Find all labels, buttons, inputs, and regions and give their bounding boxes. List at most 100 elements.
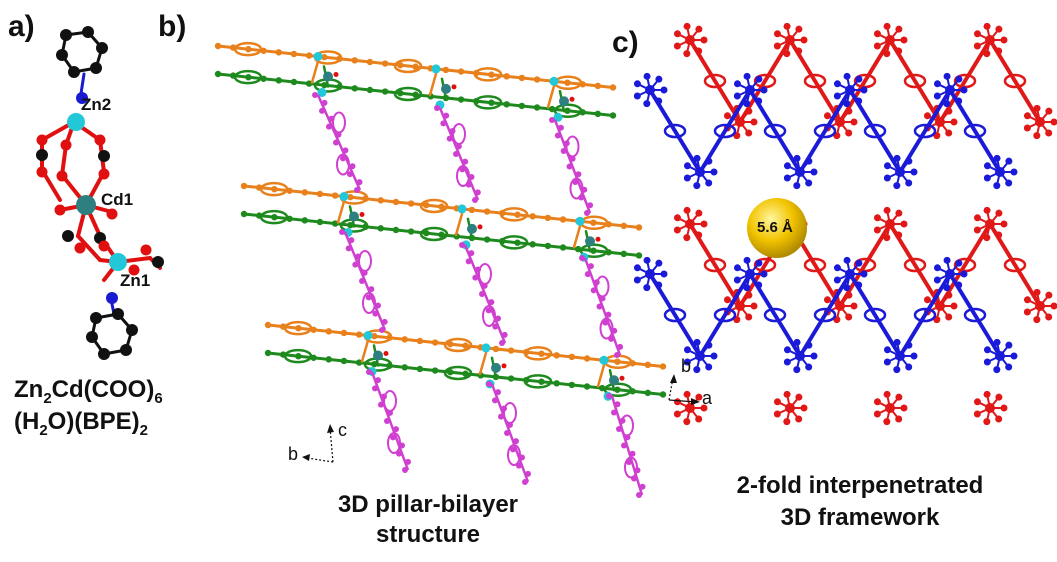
carbon-atom <box>36 149 48 161</box>
ligand-ring <box>419 226 449 242</box>
layer-atom <box>518 102 526 110</box>
net-node <box>945 269 955 279</box>
net-node <box>645 269 655 279</box>
pillar-atom <box>499 340 505 346</box>
cd-node <box>441 83 451 94</box>
panel-b-axis-b: b <box>288 444 299 464</box>
zn1-atom <box>109 253 127 271</box>
layer-atom <box>325 328 332 335</box>
ligand-ring <box>419 198 449 214</box>
pillar-atom <box>587 202 594 209</box>
net-node <box>785 403 795 413</box>
net-node <box>745 85 755 95</box>
pillar-ring <box>599 317 614 340</box>
cd-node <box>609 375 619 386</box>
net-ring <box>913 307 937 323</box>
net-ring <box>903 257 927 273</box>
pillar-atom <box>342 147 349 154</box>
bond <box>360 339 370 363</box>
layer-atom <box>659 391 667 398</box>
bond <box>310 60 320 84</box>
bond <box>546 85 556 109</box>
ligand-ring <box>499 207 529 222</box>
panel-c-letter: c) <box>612 26 639 59</box>
pillar-atom <box>375 302 381 309</box>
oxygen-atom <box>54 204 66 216</box>
pillar-atom <box>352 261 359 268</box>
pillar-atom <box>446 135 453 142</box>
layer-atom <box>644 389 652 397</box>
pillar-atom <box>326 123 332 130</box>
carbon-atom <box>90 62 102 74</box>
pillar-atom <box>504 430 510 436</box>
formula-line-1: Zn2Cd(COO)6 <box>14 375 224 414</box>
layer-atom <box>407 228 415 235</box>
pillar-atom <box>636 492 642 498</box>
water-oxygen <box>569 96 575 102</box>
net-node <box>985 403 995 413</box>
net-node <box>645 85 655 95</box>
ligand-ring <box>579 243 609 258</box>
pillar-atom <box>393 426 399 433</box>
oxygen-atom <box>36 134 48 146</box>
pillar-atom <box>312 92 318 98</box>
layer-atom <box>488 71 495 78</box>
pillar-atom <box>405 458 411 465</box>
pillar-atom <box>365 294 372 301</box>
pillar-ring <box>332 111 346 134</box>
cd-node <box>373 350 383 361</box>
layer-atom <box>401 336 408 343</box>
pillar-atom <box>462 158 469 165</box>
layer-atom <box>264 349 272 357</box>
layer-atom <box>529 241 536 248</box>
pillar-atom <box>319 107 325 114</box>
ligand-ring <box>523 374 553 389</box>
layer-atom <box>544 214 552 222</box>
ligand-ring <box>603 382 633 397</box>
pillar-atom <box>366 369 372 375</box>
pillar-atom <box>492 397 498 404</box>
layer-atom <box>392 198 400 206</box>
panel-c-interpenetrated-net <box>633 22 1057 426</box>
bond <box>454 212 464 237</box>
pillar-atom <box>492 323 499 330</box>
nitrogen-atom <box>106 292 118 304</box>
net-ring <box>713 307 737 323</box>
layer-atom <box>462 342 469 349</box>
layer-atom <box>295 352 302 360</box>
carbon-atom <box>60 29 72 41</box>
ligand-ring <box>473 67 503 82</box>
nitrogen-atom <box>76 92 88 104</box>
cd-node <box>323 71 333 82</box>
layer-atom <box>245 45 252 53</box>
net-node <box>945 85 955 95</box>
panel-a-cluster <box>36 26 164 360</box>
pillar-atom <box>472 197 478 203</box>
layer-atom <box>321 53 328 61</box>
carbon-atom <box>112 308 124 320</box>
formula-part: Zn <box>14 376 44 403</box>
pillar-atom <box>495 315 501 322</box>
carbon-atom <box>82 26 94 38</box>
pillar-atom <box>345 245 352 252</box>
zn-node <box>481 343 491 353</box>
net-node <box>695 167 705 177</box>
panel-c-axis-b: b <box>681 356 692 376</box>
layer-atom <box>290 78 298 86</box>
net-node <box>795 351 805 361</box>
layer-atom <box>594 82 602 90</box>
pillar-ring <box>595 275 610 298</box>
axis-b-arrowhead <box>670 374 677 383</box>
layer-atom <box>503 73 510 80</box>
pillar-atom <box>590 287 597 294</box>
ligand-ring <box>233 41 263 57</box>
water-oxygen <box>333 72 339 77</box>
pillar-atom <box>372 310 379 317</box>
layer-atom <box>659 363 667 370</box>
panel-b-caption-line-1: 3D pillar-bilayer <box>337 491 519 518</box>
layer-atom <box>457 96 465 103</box>
pillar-atom <box>629 450 636 457</box>
pillar-atom <box>459 242 465 248</box>
pillar-ring <box>452 123 466 145</box>
pillar-ring <box>358 250 372 272</box>
